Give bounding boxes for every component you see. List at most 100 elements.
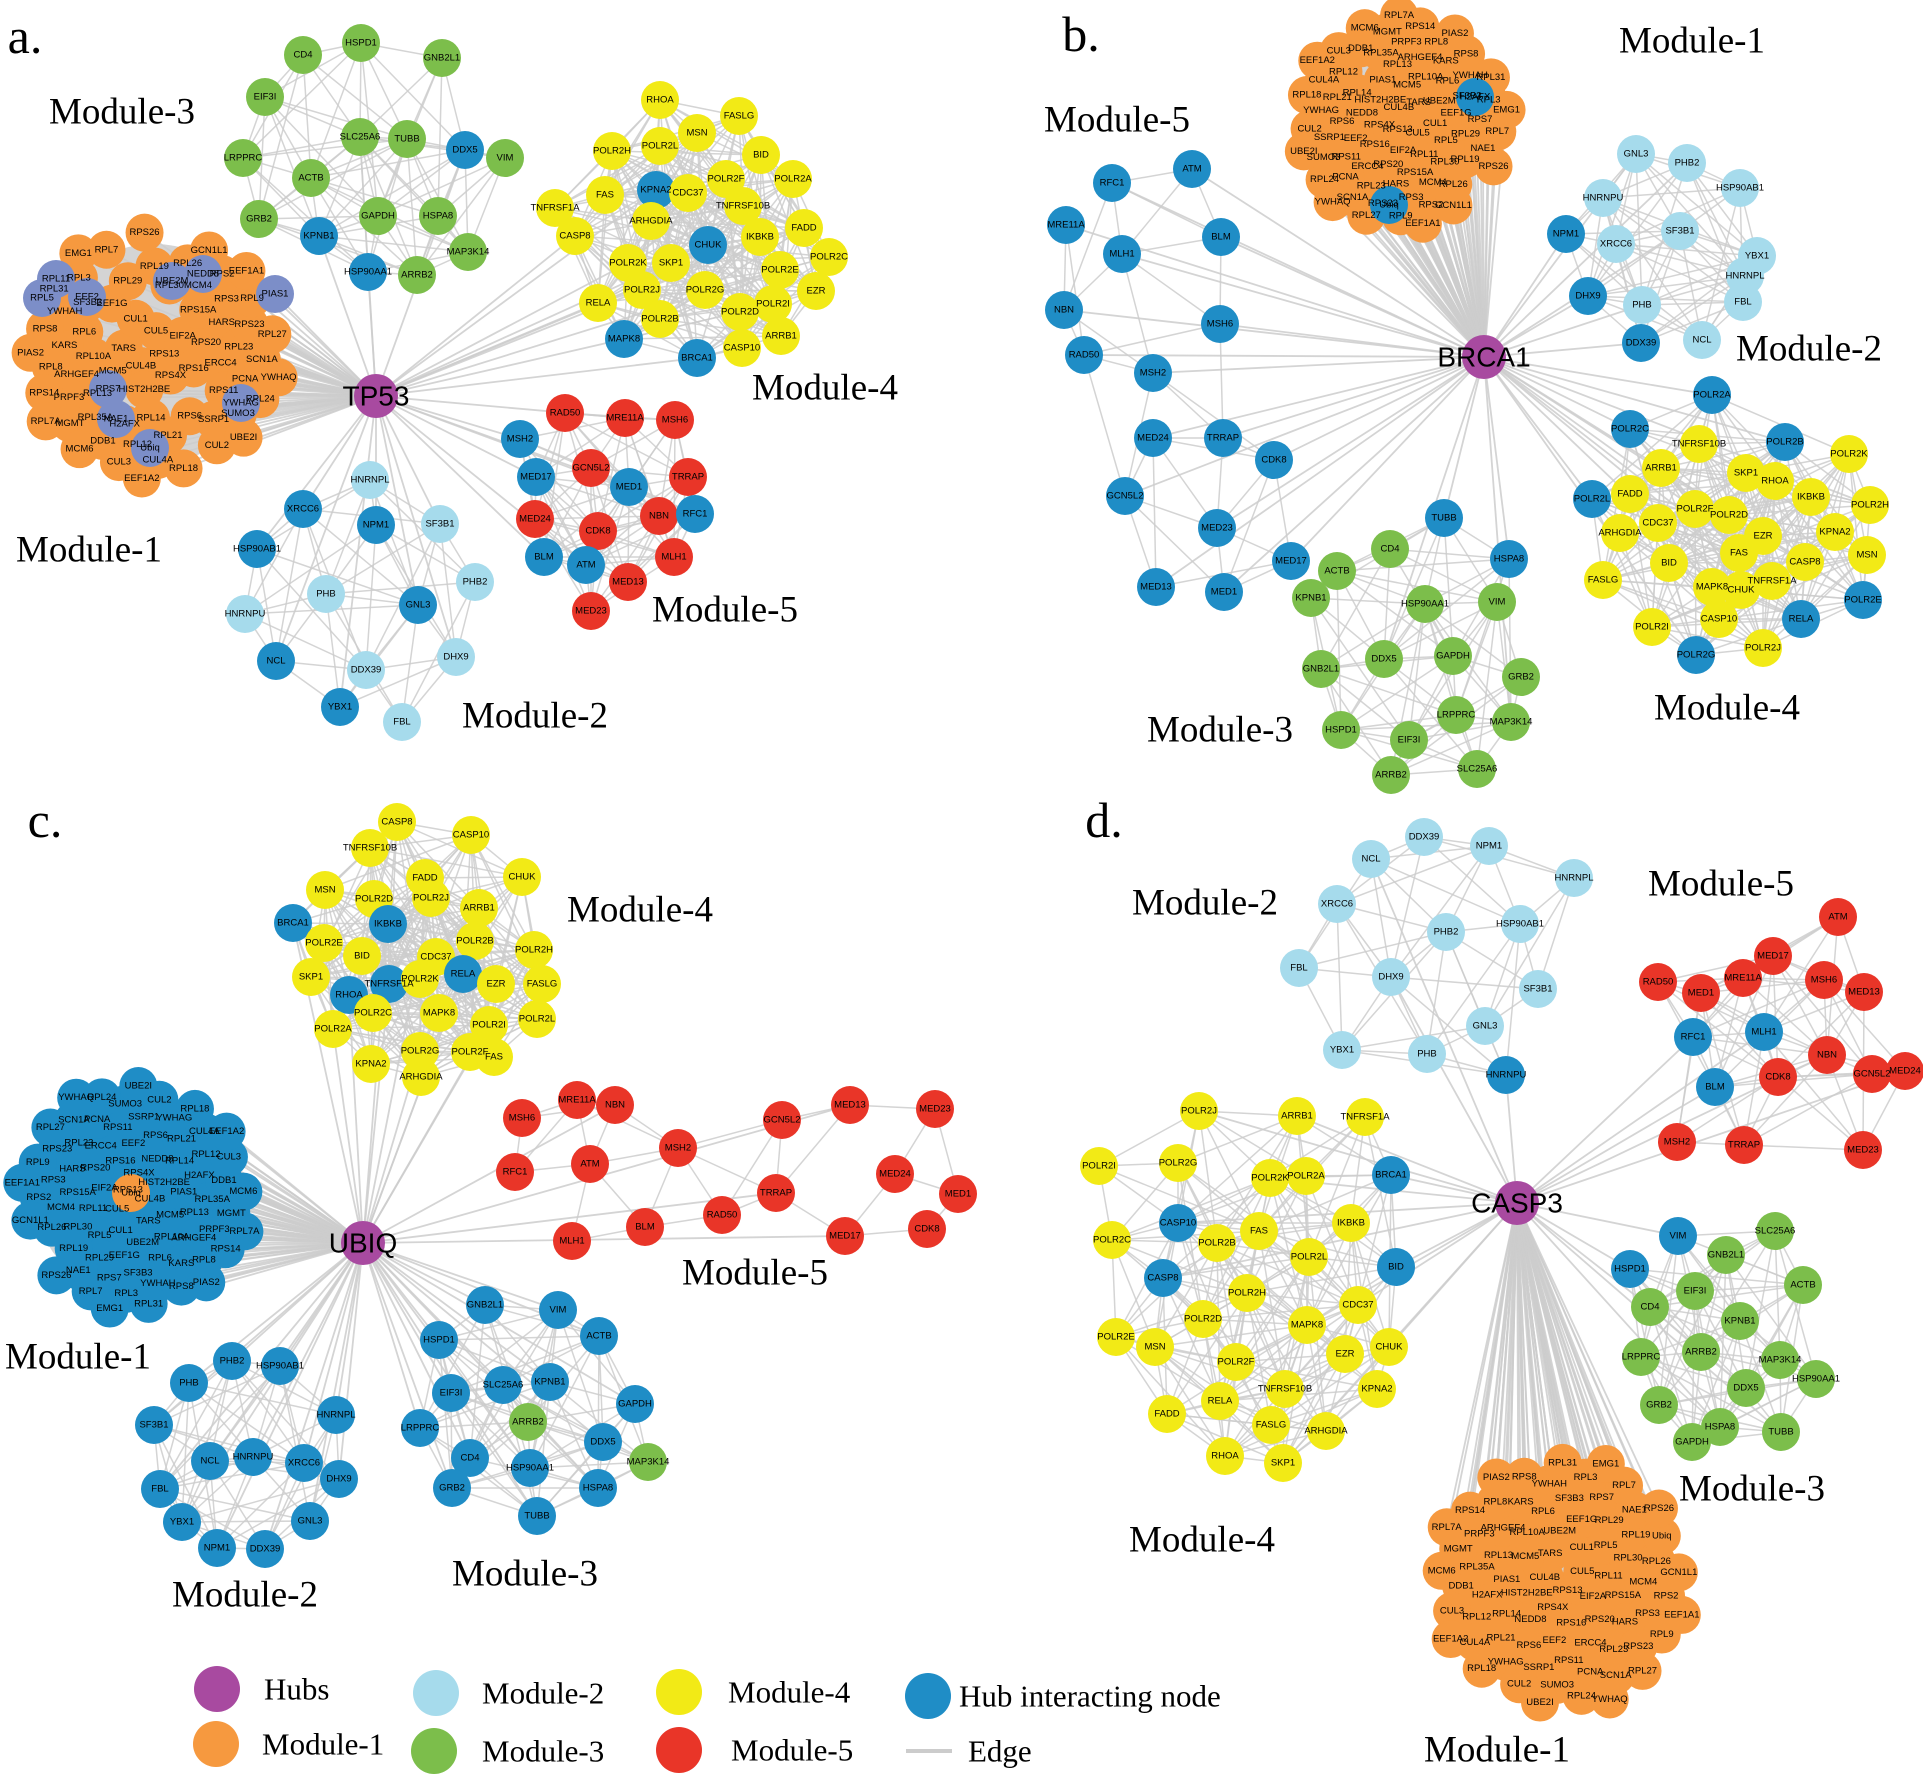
gene-node-d-EEF1A1 (1662, 1595, 1701, 1634)
gene-label-b-VIM: VIM (1489, 597, 1506, 608)
gene-label-d-SF3B3: SF3B3 (1555, 1493, 1584, 1504)
gene-label-b-RPS11: RPS11 (1331, 151, 1360, 162)
gene-label-a-ARHGDIA: ARHGDIA (629, 216, 673, 227)
gene-label-d-RPL9: RPL9 (1650, 1629, 1674, 1640)
edge (438, 1339, 551, 1383)
gene-label-c-ARRB1: ARRB1 (463, 903, 495, 914)
module-label-c-Module-4: Module-4 (567, 890, 713, 931)
gene-label-d-RPS2: RPS2 (1654, 1591, 1679, 1602)
gene-label-c-PCNA: PCNA (84, 1114, 111, 1125)
gene-label-c-RPL5: RPL5 (88, 1230, 112, 1241)
hub-edge (302, 395, 377, 510)
gene-node-c-YWHAQ (57, 1078, 96, 1117)
gene-label-a-CUL3: CUL3 (107, 457, 131, 468)
gene-node-d-MSH6 (1805, 961, 1843, 999)
gene-node-c-RPL7A (225, 1212, 264, 1251)
hub-edge (348, 994, 364, 1244)
gene-node-a-GCN5L2 (572, 449, 610, 487)
gene-node-b-TRRAP (1204, 419, 1242, 457)
gene-label-d-MCM4: MCM4 (1629, 1577, 1657, 1588)
gene-node-b-RELA (1782, 600, 1820, 638)
hub-edge (375, 189, 657, 397)
gene-label-d-MED13: MED13 (1848, 987, 1880, 998)
hub-edge (362, 1235, 846, 1244)
gene-label-a-RPL19: RPL19 (140, 261, 169, 272)
gene-label-b-HSP90AA1: HSP90AA1 (1401, 599, 1449, 610)
gene-label-d-YWHAH: YWHAH (1532, 1478, 1568, 1489)
gene-label-b-NCL: NCL (1692, 335, 1711, 346)
edge (1602, 579, 1720, 620)
gene-label-b-NBN: NBN (1054, 305, 1074, 316)
gene-node-a-FADD (785, 209, 823, 247)
gene-node-b-POLR2F (1676, 490, 1714, 528)
edge (419, 1381, 551, 1429)
gene-node-a-POLR2D (721, 293, 759, 331)
module-label-c-Module-3: Module-3 (452, 1554, 598, 1595)
gene-label-c-POLR2H: POLR2H (515, 945, 553, 956)
edge (310, 177, 439, 217)
gene-node-c-ARRB2 (509, 1403, 547, 1441)
gene-label-d-RELA: RELA (1208, 1396, 1233, 1407)
gene-node-b-PIAS2 (1435, 14, 1474, 53)
gene-label-c-RPL18: RPL18 (180, 1103, 209, 1114)
edge (1306, 1174, 1392, 1326)
edge (1177, 1115, 1298, 1164)
gene-label-b-RPS2: RPS2 (1419, 199, 1444, 210)
gene-node-b-MED17 (1272, 542, 1310, 580)
gene-node-a-PIAS2 (11, 333, 50, 372)
gene-node-a-DDX39 (347, 651, 385, 689)
edge (1246, 1266, 1397, 1294)
edge (1426, 931, 1447, 1055)
gene-label-b-POLR2A: POLR2A (1693, 390, 1731, 401)
edge (1476, 601, 1498, 770)
gene-label-b-POLR2C: POLR2C (1611, 424, 1649, 435)
gene-node-d-MSN (1136, 1328, 1174, 1366)
gene-node-b-CASP8 (1786, 543, 1824, 581)
gene-label-d-HSPA8: HSPA8 (1705, 1422, 1735, 1433)
edge (302, 54, 408, 140)
edge (597, 1335, 600, 1489)
gene-label-b-Ubiq: Ubiq (1379, 200, 1399, 211)
gene-label-c-RPS4X: RPS4X (123, 1167, 155, 1178)
edge (1772, 955, 1873, 1075)
gene-label-d-CUL2: CUL2 (1507, 1679, 1531, 1690)
gene-node-b-RAD50 (1065, 336, 1103, 374)
gene-label-d-CHUK: CHUK (1376, 1342, 1404, 1353)
gene-label-b-RHOA: RHOA (1761, 476, 1789, 487)
edge (1336, 558, 1510, 572)
gene-label-d-RPL14: RPL14 (1492, 1609, 1521, 1620)
gene-node-c-ARHGDIA (402, 1058, 440, 1096)
edge (1224, 1324, 1308, 1457)
gene-node-a-POLR2F (707, 160, 745, 198)
gene-label-c-RPL11: RPL11 (79, 1203, 107, 1214)
gene-node-b-DDX39 (1622, 324, 1660, 362)
gene-node-b-SF3B1 (1661, 212, 1699, 250)
edge (1340, 714, 1457, 731)
gene-node-b-POLR2I (1633, 608, 1671, 646)
gene-node-c-EMG1 (90, 1289, 129, 1328)
gene-label-b-LRPPRC: LRPPRC (1437, 710, 1476, 721)
gene-label-b-RPL26: RPL26 (1439, 179, 1468, 190)
gene-node-a-GNL3 (399, 586, 437, 624)
gene-label-a-GNL3: GNL3 (406, 600, 431, 611)
gene-node-b-BLM (1202, 218, 1240, 256)
gene-label-c-MRE11A: MRE11A (558, 1095, 596, 1106)
gene-label-a-GRB2: GRB2 (246, 214, 272, 225)
gene-label-c-CUL4B: CUL4B (135, 1193, 166, 1204)
gene-node-d-RELA (1201, 1382, 1239, 1420)
edge (1615, 243, 1758, 257)
gene-label-d-CDC37: CDC37 (1342, 1300, 1373, 1311)
gene-label-a-MCM6: MCM6 (66, 444, 94, 455)
gene-label-b-HARS: HARS (1383, 179, 1409, 190)
gene-node-a-IKBKB (741, 218, 779, 256)
hub-edge (1198, 1110, 1518, 1204)
hub-edge (1483, 356, 1713, 396)
gene-node-b-POLR2A (1693, 376, 1731, 414)
gene-label-b-GNL3: GNL3 (1624, 149, 1649, 160)
module-label-b-Module-3: Module-3 (1147, 710, 1293, 751)
gene-label-d-POLR2H: POLR2H (1228, 1288, 1266, 1299)
edge (1310, 597, 1426, 605)
gene-label-c-RPS26: RPS26 (41, 1270, 71, 1281)
gene-label-d-TNFRSF1A: TNFRSF1A (1340, 1112, 1390, 1123)
hub-edge (375, 395, 545, 558)
